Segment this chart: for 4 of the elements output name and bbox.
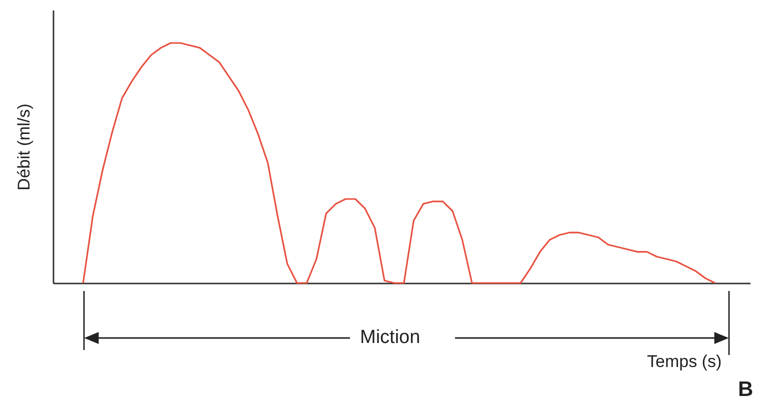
text: Miction [360, 327, 420, 349]
y-axis-title: Débit (ml/s) [14, 104, 34, 190]
text: B [738, 378, 754, 402]
text: Temps (s) [647, 352, 722, 372]
